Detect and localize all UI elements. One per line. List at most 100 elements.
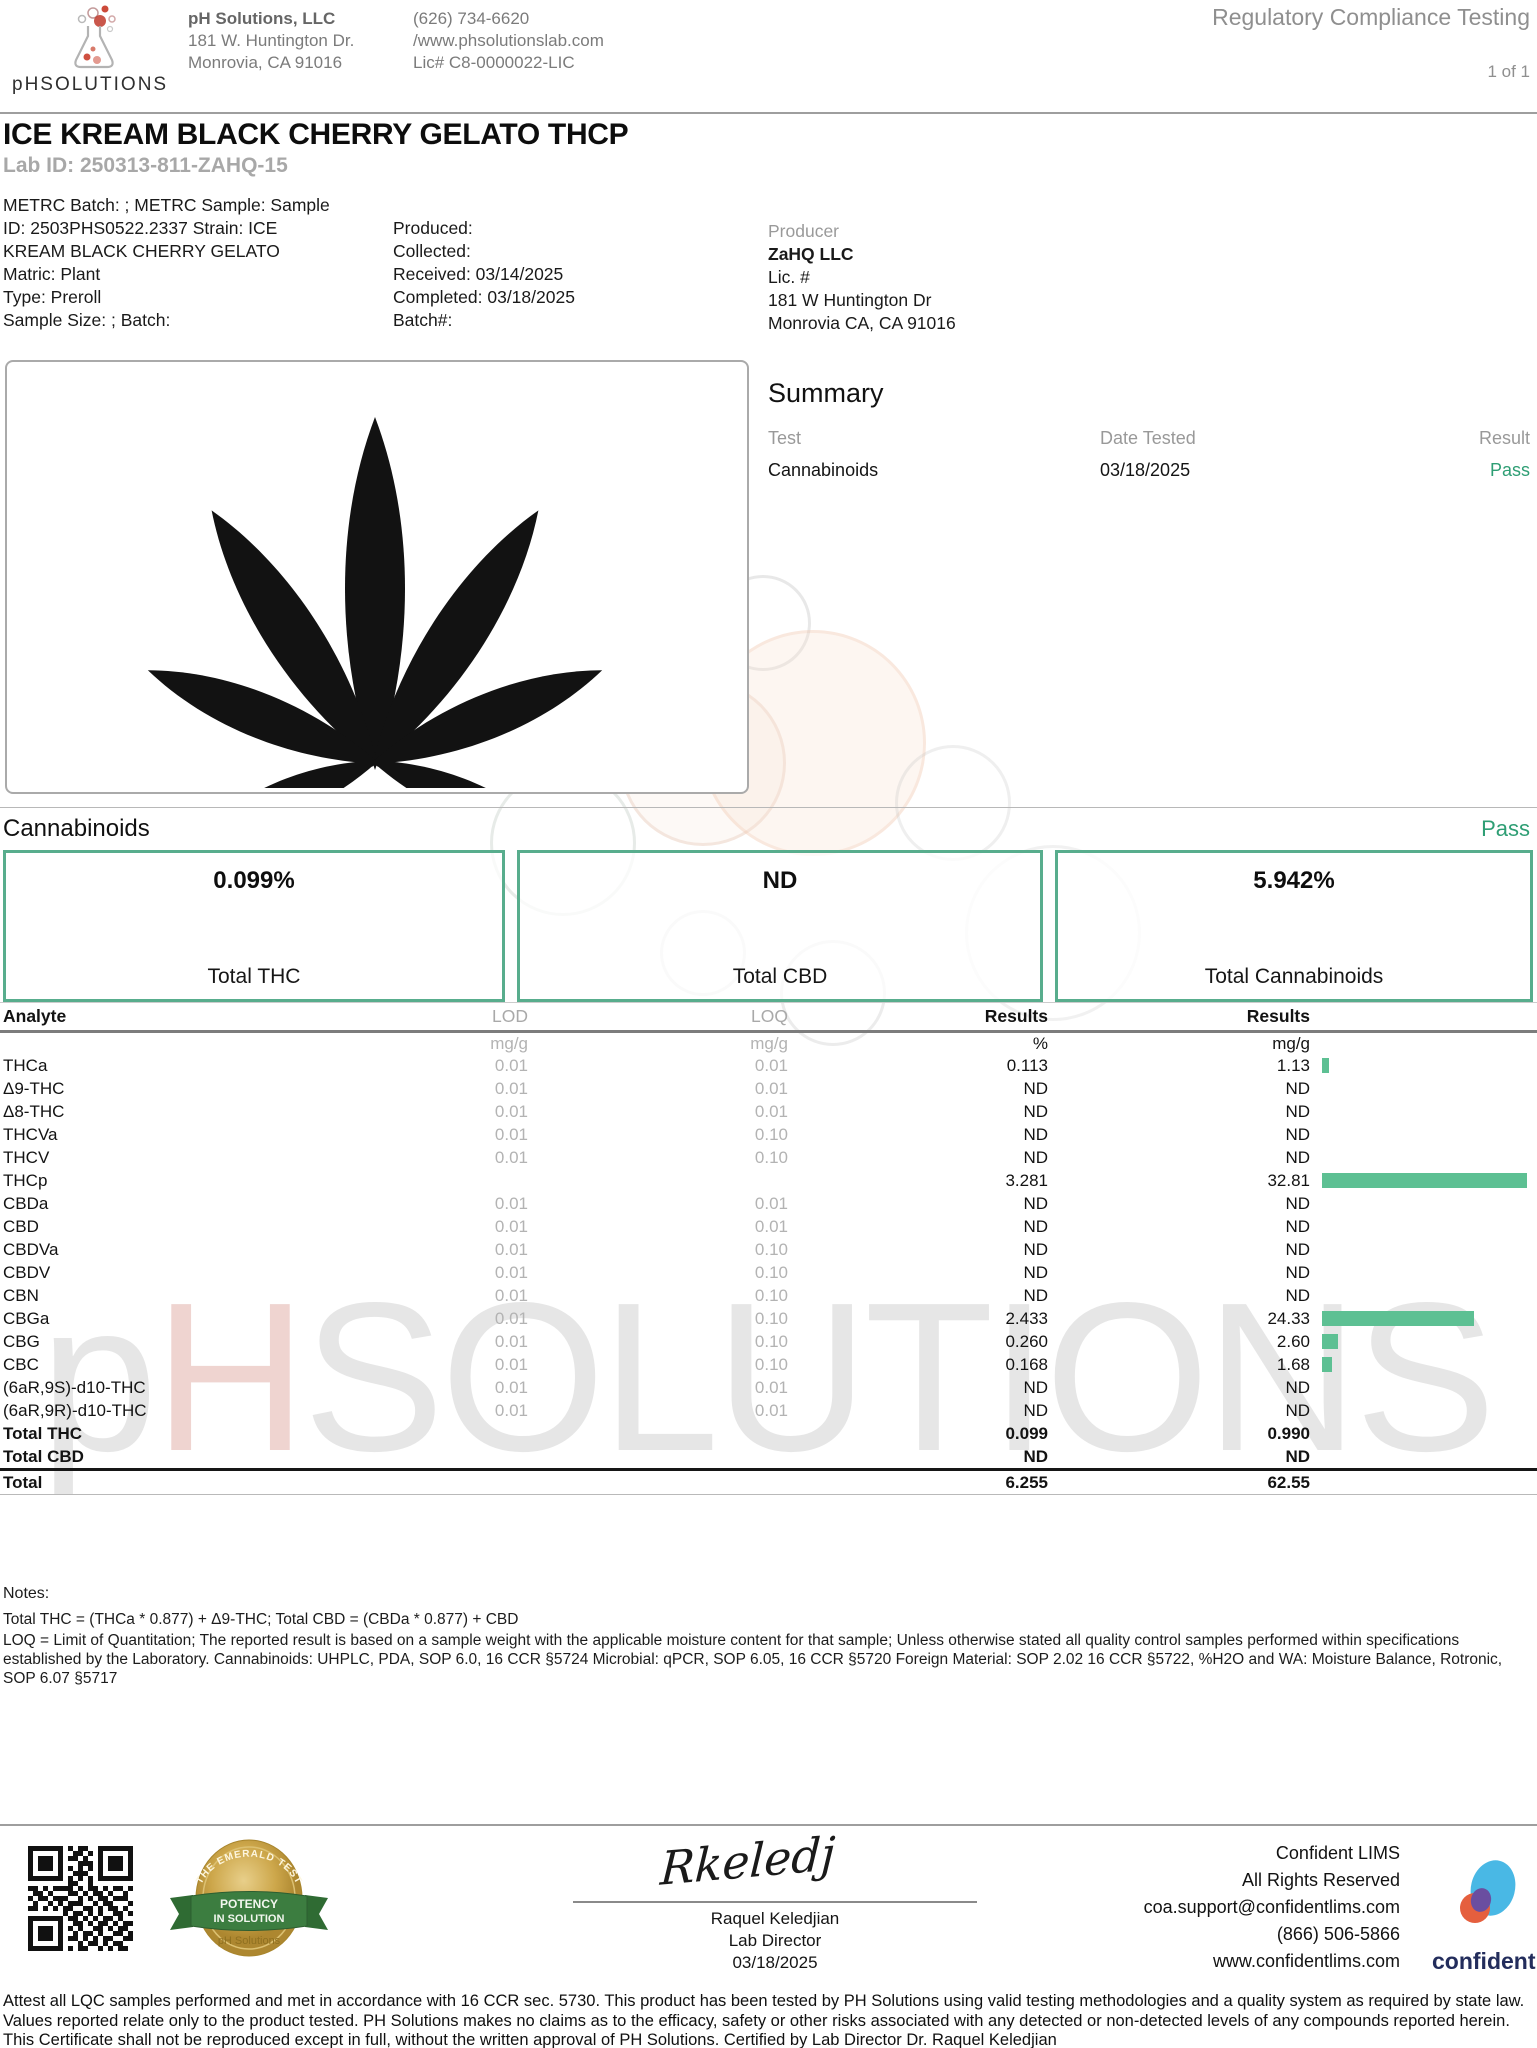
table-row: CBGa 0.01 0.10 2.433 24.33 bbox=[0, 1307, 1537, 1330]
analyte-name: CBC bbox=[3, 1355, 39, 1374]
col-analyte: Analyte bbox=[3, 1006, 67, 1026]
analyte-name: THCp bbox=[3, 1171, 48, 1190]
result-mgg: ND bbox=[1285, 1263, 1310, 1282]
lab-contact-block: (626) 734-6620 /www.phsolutionslab.com L… bbox=[413, 8, 604, 74]
lims-email: coa.support@confidentlims.com bbox=[1143, 1897, 1400, 1917]
signature-line bbox=[573, 1901, 977, 1903]
sample-meta-left: METRC Batch: ; METRC Sample: Sample ID: … bbox=[3, 194, 330, 332]
total-cbd-box: ND Total CBD bbox=[517, 850, 1043, 1002]
summary-test-result: Pass bbox=[1489, 460, 1530, 480]
result-percent: 0.113 bbox=[1006, 1056, 1048, 1075]
watermark-bubble bbox=[895, 745, 1011, 861]
loq-value: 0.10 bbox=[754, 1240, 788, 1259]
lod-value: 0.01 bbox=[494, 1401, 528, 1420]
result-percent: 0.168 bbox=[1005, 1355, 1048, 1374]
meta-line: Batch#: bbox=[393, 310, 453, 330]
col-results-pct: Results bbox=[984, 1006, 1048, 1026]
table-row: THCp 3.281 32.81 bbox=[0, 1169, 1537, 1192]
table-row: CBG 0.01 0.10 0.260 2.60 bbox=[0, 1330, 1537, 1353]
result-bar-cell bbox=[1310, 1238, 1537, 1261]
total-cbd-label: Total CBD bbox=[732, 965, 828, 988]
lod-value: 0.01 bbox=[494, 1056, 528, 1075]
lod-value: 0.01 bbox=[494, 1286, 528, 1305]
total-cannabinoids-label: Total Cannabinoids bbox=[1204, 965, 1384, 988]
confident-lims-logo-text: confident bbox=[1432, 1948, 1536, 1974]
total-cannabinoids-box: 5.942% Total Cannabinoids bbox=[1055, 850, 1533, 1002]
lod-value: 0.01 bbox=[494, 1332, 528, 1351]
loq-value: 0.10 bbox=[754, 1355, 788, 1374]
result-mgg: ND bbox=[1285, 1286, 1310, 1305]
result-percent: ND bbox=[1023, 1401, 1048, 1420]
producer-block: Producer ZaHQ LLC Lic. # 181 W Huntingto… bbox=[768, 220, 956, 335]
total-thc-box: 0.099% Total THC bbox=[3, 850, 505, 1002]
result-mgg: ND bbox=[1285, 1378, 1310, 1397]
result-percent: ND bbox=[1023, 1148, 1048, 1167]
analyte-name: THCV bbox=[3, 1148, 50, 1167]
result-percent: ND bbox=[1023, 1102, 1048, 1121]
analyte-name: THCVa bbox=[3, 1125, 58, 1144]
lod-value: 0.01 bbox=[494, 1217, 528, 1236]
result-percent: 3.281 bbox=[1005, 1171, 1048, 1190]
lod-value: 0.01 bbox=[494, 1079, 528, 1098]
analyte-name: Total CBD bbox=[3, 1447, 84, 1466]
result-mgg: ND bbox=[1285, 1401, 1310, 1420]
result-mgg: ND bbox=[1285, 1079, 1310, 1098]
table-row: CBN 0.01 0.10 ND ND bbox=[0, 1284, 1537, 1307]
summary-col-test: Test bbox=[768, 428, 802, 448]
result-percent: ND bbox=[1023, 1079, 1048, 1098]
sample-meta-dates: Produced: Collected: Received: 03/14/202… bbox=[393, 217, 575, 332]
producer-address1: 181 W Huntington Dr bbox=[768, 290, 932, 310]
col-loq: LOQ bbox=[751, 1006, 788, 1026]
lab-id: Lab ID: 250313-811-ZAHQ-15 bbox=[3, 154, 288, 177]
producer-label: Producer bbox=[768, 221, 840, 241]
lod-value: 0.01 bbox=[494, 1263, 528, 1282]
result-mgg: ND bbox=[1285, 1217, 1310, 1236]
table-row: THCVa 0.01 0.10 ND ND bbox=[0, 1123, 1537, 1146]
result-mgg: 2.60 bbox=[1276, 1332, 1310, 1351]
loq-value: 0.01 bbox=[754, 1217, 788, 1236]
analyte-name: (6aR,9R)-d10-THC bbox=[3, 1401, 147, 1420]
footer-divider bbox=[0, 1824, 1537, 1826]
result-mgg: ND bbox=[1285, 1125, 1310, 1144]
table-row: Δ9-THC 0.01 0.01 ND ND bbox=[0, 1077, 1537, 1100]
result-percent: ND bbox=[1023, 1125, 1048, 1144]
result-percent: ND bbox=[1023, 1263, 1048, 1282]
lab-address-block: pH Solutions, LLC 181 W. Huntington Dr. … bbox=[188, 8, 354, 74]
analyte-name: CBD bbox=[3, 1217, 39, 1236]
result-bar-cell bbox=[1310, 1376, 1537, 1399]
result-bar-cell bbox=[1310, 1422, 1537, 1445]
badge-line1: POTENCY bbox=[220, 1897, 278, 1911]
result-percent: ND bbox=[1023, 1194, 1048, 1213]
badge-line2: IN SOLUTION bbox=[214, 1913, 285, 1925]
lod-value bbox=[330, 1445, 528, 1468]
result-mgg: 24.33 bbox=[1267, 1309, 1310, 1328]
analyte-name: CBDa bbox=[3, 1194, 49, 1213]
result-percent: 6.255 bbox=[1005, 1473, 1048, 1492]
loq-value: 0.10 bbox=[754, 1286, 788, 1305]
table-units-row: mg/g mg/g % mg/g bbox=[0, 1033, 1537, 1054]
result-mgg: 62.55 bbox=[1267, 1473, 1310, 1492]
table-row: Total THC 0.099 0.990 bbox=[0, 1422, 1537, 1445]
lod-value: 0.01 bbox=[494, 1378, 528, 1397]
signatory-name: Raquel Keledjian bbox=[710, 1909, 840, 1928]
loq-value: 0.10 bbox=[754, 1332, 788, 1351]
result-bar-cell bbox=[1310, 1123, 1537, 1146]
result-bar-cell bbox=[1310, 1192, 1537, 1215]
result-bar-cell bbox=[1310, 1445, 1537, 1468]
cannabinoids-heading: Cannabinoids bbox=[3, 815, 150, 842]
result-bar-cell bbox=[1310, 1307, 1537, 1330]
loq-value: 0.10 bbox=[754, 1125, 788, 1144]
summary-heading: Summary bbox=[768, 378, 884, 408]
result-bar bbox=[1322, 1172, 1527, 1188]
loq-value: 0.10 bbox=[754, 1309, 788, 1328]
notes-label: Notes: bbox=[3, 1585, 50, 1602]
summary-test-date: 03/18/2025 bbox=[1100, 460, 1191, 480]
header-divider bbox=[0, 112, 1537, 114]
lod-value: 0.01 bbox=[494, 1355, 528, 1374]
cannabis-leaf-image bbox=[147, 417, 603, 834]
col-results-mgg: Results bbox=[1246, 1006, 1310, 1026]
meta-line: Type: Preroll bbox=[3, 287, 102, 307]
result-percent: 0.099 bbox=[1005, 1424, 1048, 1443]
lims-phone: (866) 506-5866 bbox=[1276, 1924, 1400, 1944]
signature-date: 03/18/2025 bbox=[732, 1953, 818, 1972]
